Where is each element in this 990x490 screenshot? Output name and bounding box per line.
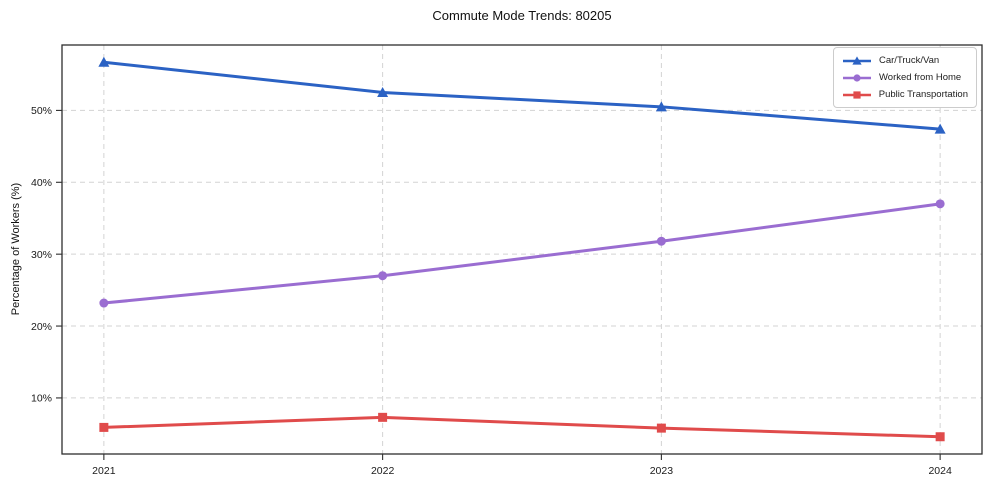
legend-marker-circle	[843, 73, 871, 82]
data-point-marker-circle	[656, 236, 666, 246]
plot-border	[61, 44, 983, 455]
legend-label: Car/Truck/Van	[879, 55, 940, 66]
y-tick-label: 50%	[31, 105, 52, 117]
y-tick-label: 10%	[31, 393, 52, 405]
data-point-marker-triangle	[655, 101, 667, 112]
legend-entry: Public Transportation	[842, 88, 968, 101]
data-point-marker-triangle	[934, 123, 946, 134]
data-point-marker-square	[378, 412, 388, 422]
data-point-marker-triangle	[852, 55, 862, 65]
data-point-marker-square	[853, 90, 861, 99]
y-tick-label: 30%	[31, 249, 52, 261]
plot-group: 10% 20% 30% 40% 50% 2021 2022 2023 2024	[31, 44, 983, 477]
series-line	[102, 202, 942, 305]
data-point-marker-square	[99, 422, 109, 432]
x-tick-label: 2022	[371, 465, 395, 477]
chart-title: Commute Mode Trends: 80205	[432, 8, 612, 23]
legend-label: Public Transportation	[878, 89, 968, 100]
legend-marker-triangle	[843, 55, 871, 65]
data-point-marker-square	[935, 432, 945, 442]
x-tick-label: 2024	[928, 465, 952, 477]
legend-entry: Worked from Home	[842, 71, 968, 84]
series-line	[102, 60, 942, 131]
data-point-marker-triangle	[377, 86, 389, 97]
legend-entry: Car/Truck/Van	[842, 54, 968, 67]
data-point-marker-square	[656, 423, 666, 433]
y-axis-label: Percentage of Workers (%)	[10, 182, 22, 316]
y-tick-label: 40%	[31, 177, 52, 189]
data-point-marker-circle	[935, 199, 945, 209]
data-point-marker-circle	[99, 298, 109, 308]
y-tick-label: 20%	[31, 321, 52, 333]
series-line	[102, 415, 942, 439]
data-point-marker-triangle	[98, 56, 110, 67]
x-tick-label: 2023	[650, 465, 674, 477]
x-tick-label: 2021	[92, 465, 116, 477]
legend-label: Worked from Home	[879, 72, 962, 83]
data-point-marker-circle	[378, 271, 388, 281]
data-point-marker-circle	[853, 73, 861, 82]
legend: Car/Truck/Van Worked from Home Public Tran…	[833, 47, 977, 108]
legend-marker-square	[843, 90, 871, 99]
